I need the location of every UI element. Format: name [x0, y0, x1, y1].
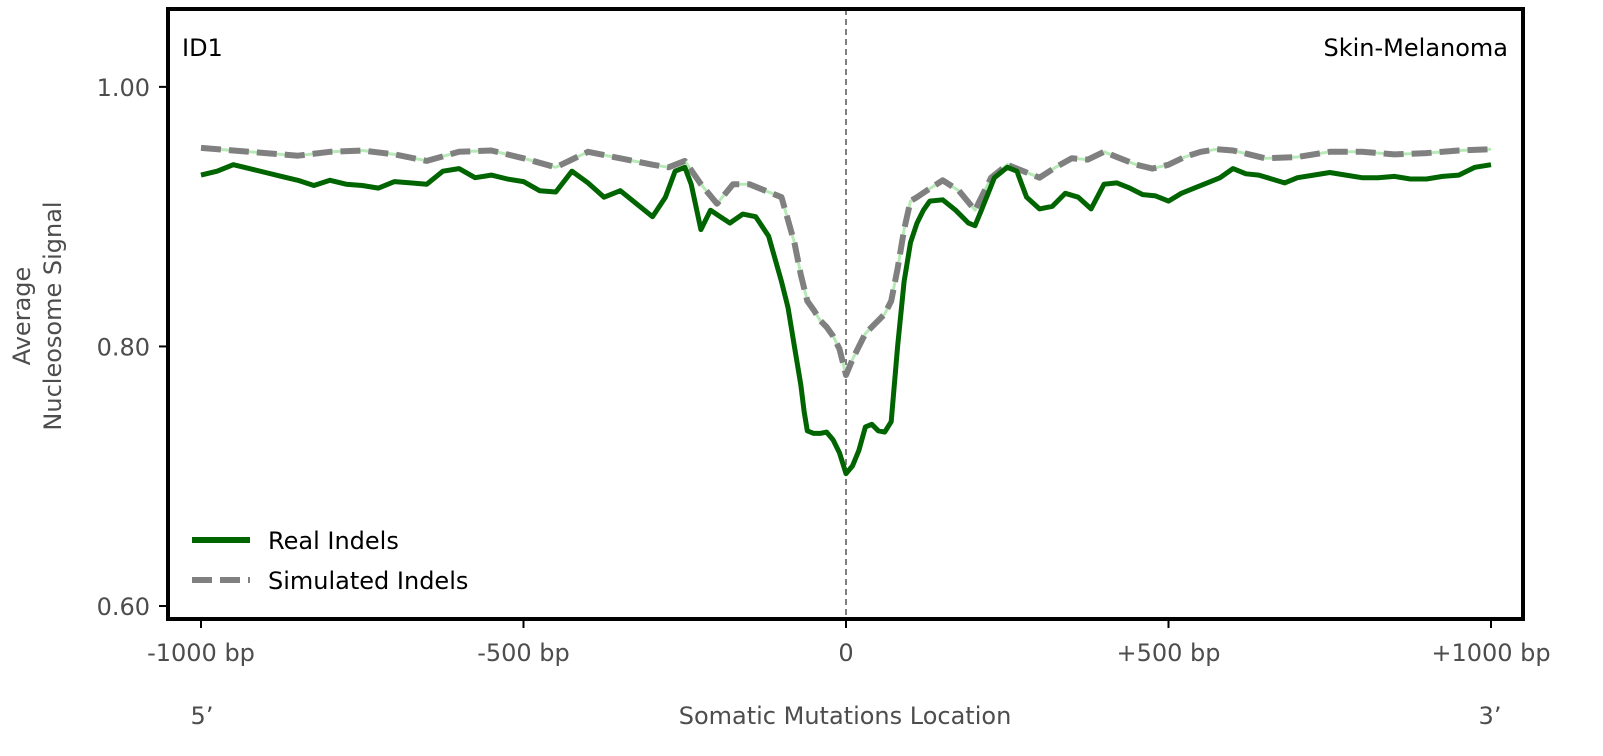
y-axis-title-line1: Average: [8, 267, 36, 366]
y-axis-ticks: 0.60 0.80 1.00: [97, 74, 168, 621]
x-tick-label: -500 bp: [477, 639, 570, 667]
legend-label-simulated-indels: Simulated Indels: [268, 567, 468, 595]
x-tick-label: +1000 bp: [1431, 639, 1550, 667]
x-tick-label: 0: [838, 639, 853, 667]
x-axis-ticks: -1000 bp -500 bp 0 +500 bp +1000 bp: [147, 619, 1551, 667]
legend: Real Indels Simulated Indels: [192, 527, 468, 595]
y-tick-label: 0.60: [97, 593, 150, 621]
tissue-label: Skin-Melanoma: [1324, 34, 1509, 62]
y-tick-label: 0.80: [97, 333, 150, 361]
series-line-real-indels: [200, 162, 1492, 477]
end-label-3prime: 3’: [1479, 702, 1502, 730]
y-tick-label: 1.00: [97, 74, 150, 102]
y-axis-title-line2: Nucleosome Signal: [39, 201, 67, 430]
legend-label-real-indels: Real Indels: [268, 527, 399, 555]
x-tick-label: +500 bp: [1116, 639, 1220, 667]
x-tick-label: -1000 bp: [147, 639, 255, 667]
end-label-5prime: 5’: [191, 702, 214, 730]
panel-label: ID1: [182, 34, 223, 62]
series-line-simulated-indels: [200, 144, 1492, 378]
series-layer: [200, 144, 1492, 477]
x-axis-title: Somatic Mutations Location: [679, 702, 1012, 730]
